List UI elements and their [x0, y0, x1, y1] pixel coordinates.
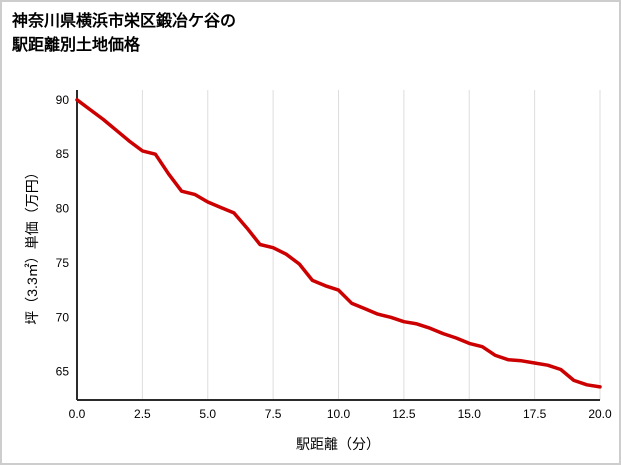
x-tick-label: 5.0 [199, 407, 216, 421]
x-tick-label: 10.0 [327, 407, 351, 421]
chart-title-line2: 駅距離別土地価格 [12, 37, 141, 54]
price-line-series [75, 98, 602, 389]
x-tick-label: 12.5 [392, 407, 416, 421]
chart-title: 神奈川県横浜市栄区鍛冶ケ谷の 駅距離別土地価格 [12, 10, 236, 58]
x-tick-label: 17.5 [523, 407, 547, 421]
x-tick-label: 0.0 [69, 407, 86, 421]
y-tick-label: 80 [56, 202, 70, 216]
x-tick-label: 7.5 [265, 407, 282, 421]
y-tick-label: 75 [56, 256, 70, 270]
x-tick-label: 15.0 [458, 407, 482, 421]
x-axis-label: 駅距離（分） [296, 436, 380, 452]
chart-title-line1: 神奈川県横浜市栄区鍛冶ケ谷の [12, 13, 237, 30]
x-tick-label: 20.0 [588, 407, 612, 421]
y-tick-label: 85 [56, 147, 70, 161]
y-axis-label: 坪（3.3㎡）単価（万円） [24, 165, 40, 325]
y-tick-label: 70 [56, 310, 70, 324]
y-tick-label: 65 [56, 365, 70, 379]
y-tick-label: 90 [56, 93, 70, 107]
x-tick-label: 2.5 [134, 407, 151, 421]
